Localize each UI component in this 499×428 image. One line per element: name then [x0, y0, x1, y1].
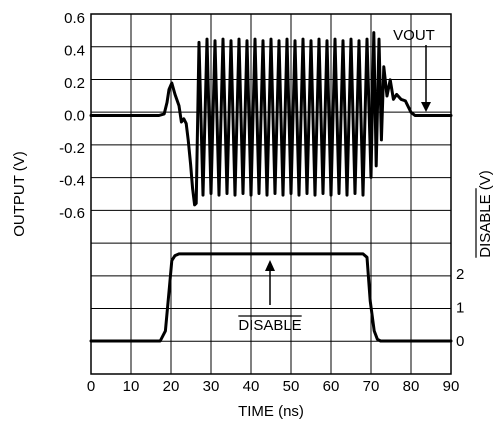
annotations: VOUT DISABLE	[238, 27, 477, 334]
x-tick-label: 0	[87, 378, 95, 395]
y-tick-label-left: 0.6	[64, 10, 85, 27]
series-layer	[89, 31, 453, 343]
y-tick-label-left: 0.0	[64, 108, 85, 125]
vout-arrowhead	[421, 102, 431, 112]
disable-arrowhead	[265, 260, 275, 271]
y-tick-label-left: -0.4	[59, 173, 85, 190]
y-tick-label-left: -0.6	[59, 205, 85, 222]
x-tick-label: 80	[403, 378, 420, 395]
x-tick-label: 10	[123, 378, 140, 395]
y-tick-label-right: 2	[456, 266, 464, 283]
x-tick-label: 50	[283, 378, 300, 395]
x-axis-title: TIME (ns)	[238, 403, 304, 420]
vout-trace	[89, 31, 453, 207]
y-axis-title-right: DISABLE (V)	[477, 170, 494, 258]
y-tick-label-right: 0	[456, 333, 464, 350]
y-tick-label-left: 0.4	[64, 43, 85, 60]
grid	[91, 14, 451, 374]
plot-frame	[90, 13, 452, 375]
disable-label: DISABLE	[238, 317, 301, 334]
y-tick-label-left: 0.2	[64, 75, 85, 92]
y-axis-title-left: OUTPUT (V)	[11, 151, 28, 237]
tick-labels: 0 10 20 30 40 50 60 70 80 900.60.40.20.0-0.2-0.4-…	[59, 10, 464, 395]
x-tick-label: 20	[163, 378, 180, 395]
x-tick-label: 90	[443, 378, 460, 395]
x-tick-label: 70	[363, 378, 380, 395]
disable-trace	[89, 252, 453, 343]
x-tick-label: 60	[323, 378, 340, 395]
x-tick-label: 40	[243, 378, 260, 395]
y-tick-label-left: -0.2	[59, 140, 85, 157]
x-tick-label: 30	[203, 378, 220, 395]
y-tick-label-right: 1	[456, 300, 464, 317]
vout-label: VOUT	[393, 27, 435, 44]
